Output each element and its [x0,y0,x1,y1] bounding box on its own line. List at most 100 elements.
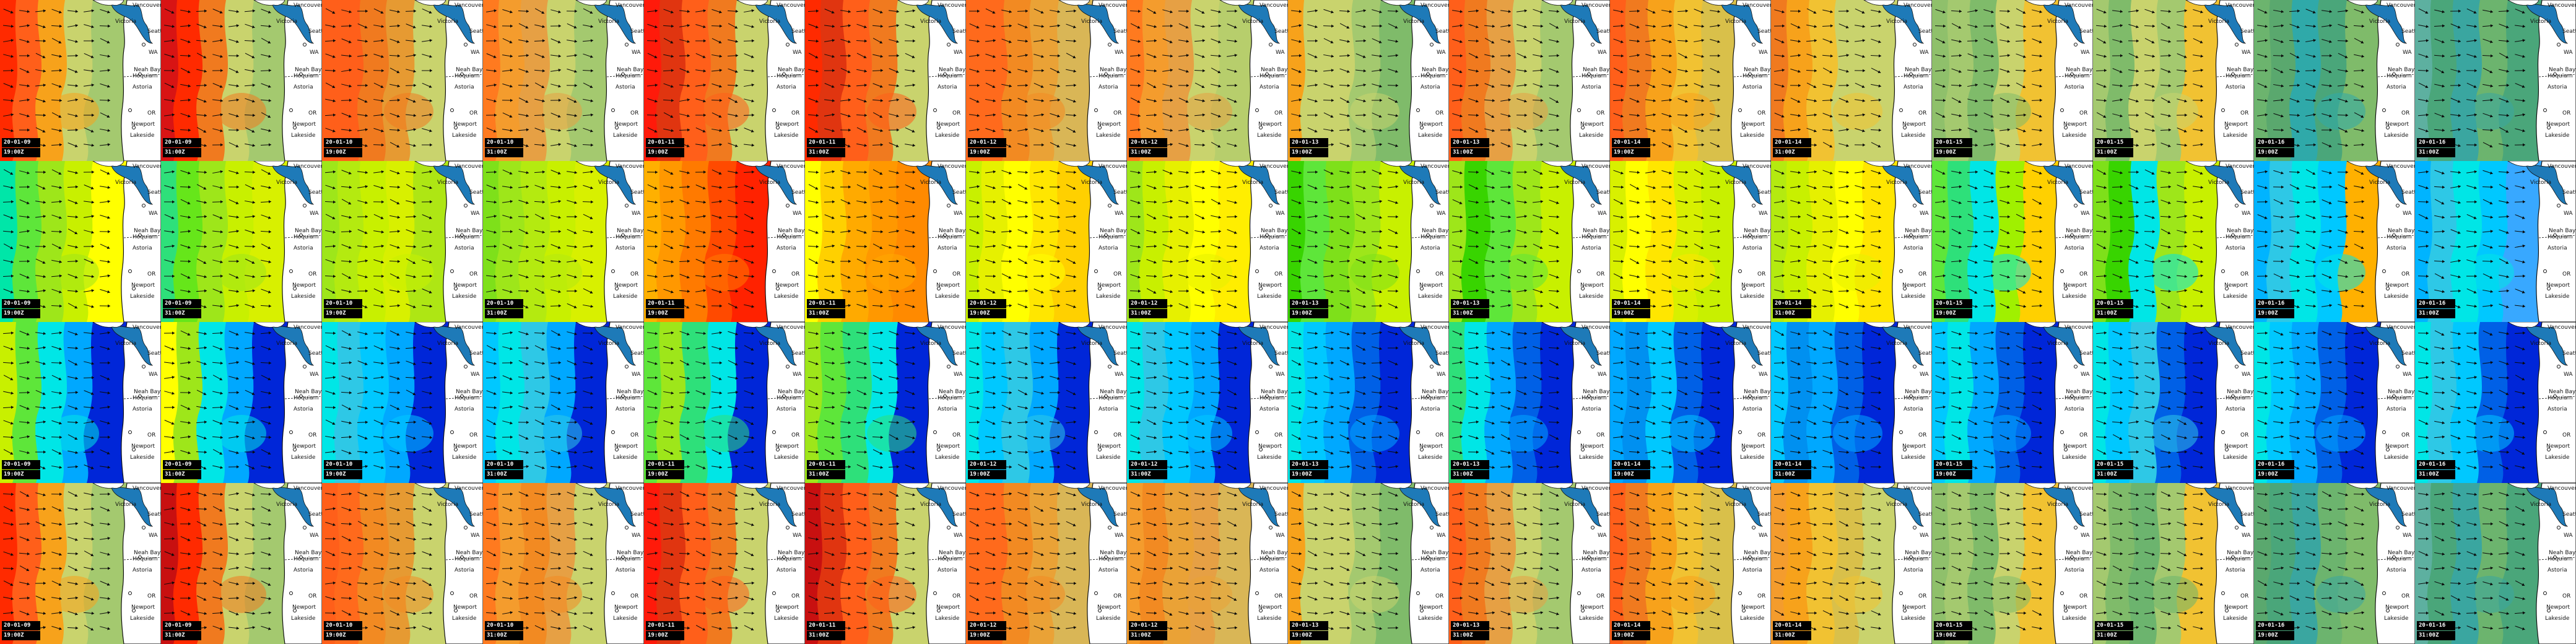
forecast-map-tile[interactable]: VancouverVictoriaSeattleWANeah BayHoquia… [1932,161,2093,322]
forecast-map-tile[interactable]: VancouverVictoriaSeattleWANeah BayHoquia… [2415,322,2576,483]
wind-arrow [1033,143,1044,147]
forecast-map-tile[interactable]: VancouverVictoriaSeattleWANeah BayHoquia… [1288,322,1449,483]
forecast-map-tile[interactable]: VancouverVictoriaSeattleWANeah BayHoquia… [1771,483,1932,644]
forecast-map-tile[interactable]: VancouverVictoriaSeattleWANeah BayHoquia… [322,0,483,161]
forecast-map-tile[interactable]: VancouverVictoriaSeattleWANeah BayHoquia… [1127,0,1288,161]
wind-arrow [856,170,868,174]
wind-arrow [502,54,513,58]
forecast-map-tile[interactable]: VancouverVictoriaSeattleWANeah BayHoquia… [0,0,161,161]
wind-arrow [261,112,271,118]
forecast-map-tile[interactable]: VancouverVictoriaSeattleWANeah BayHoquia… [1288,161,1449,322]
wind-arrow [2418,24,2429,28]
forecast-map-tile[interactable]: VancouverVictoriaSeattleWANeah BayHoquia… [1771,161,1932,322]
forecast-map-tile[interactable]: VancouverVictoriaSeattleWANeah BayHoquia… [1610,161,1771,322]
wind-arrow [1001,67,1012,74]
place-label-astoria: Astoria [1421,245,1440,251]
forecast-map-tile[interactable]: VancouverVictoriaSeattleWANeah BayHoquia… [483,161,644,322]
forecast-map-tile[interactable]: VancouverVictoriaSeattleWANeah BayHoquia… [1771,322,1932,483]
forecast-map-tile[interactable]: VancouverVictoriaSeattleWANeah BayHoquia… [322,483,483,644]
place-label-lakeside: Lakeside [613,133,638,139]
wind-arrow [389,128,401,132]
forecast-map-tile[interactable]: VancouverVictoriaSeattleWANeah BayHoquia… [805,322,966,483]
forecast-map-tile[interactable]: VancouverVictoriaSeattleWANeah BayHoquia… [161,322,322,483]
forecast-map-tile[interactable]: VancouverVictoriaSeattleWANeah BayHoquia… [161,0,322,161]
forecast-map-tile[interactable]: VancouverVictoriaSeattleWANeah BayHoquia… [1610,0,1771,161]
forecast-map-tile[interactable]: VancouverVictoriaSeattleWANeah BayHoquia… [2093,0,2254,161]
forecast-map-tile[interactable]: VancouverVictoriaSeattleWANeah BayHoquia… [1932,0,2093,161]
forecast-map-tile[interactable]: VancouverVictoriaSeattleWANeah BayHoquia… [1771,0,1932,161]
wind-arrow [180,170,191,175]
wind-arrow [679,274,690,279]
forecast-map-tile[interactable]: VancouverVictoriaSeattleWANeah BayHoquia… [805,0,966,161]
forecast-map-tile[interactable]: VancouverVictoriaSeattleWANeah BayHoquia… [0,161,161,322]
forecast-map-tile[interactable]: VancouverVictoriaSeattleWANeah BayHoquia… [2254,322,2415,483]
forecast-map-tile[interactable]: VancouverVictoriaSeattleWANeah BayHoquia… [966,161,1127,322]
forecast-map-tile[interactable]: VancouverVictoriaSeattleWANeah BayHoquia… [1449,0,1610,161]
wind-arrow [406,303,416,308]
place-label-hoquiam: Hoquiam [938,73,963,79]
forecast-map-tile[interactable]: VancouverVictoriaSeattleWANeah BayHoquia… [2415,161,2576,322]
forecast-map-tile[interactable]: VancouverVictoriaSeattleWANeah BayHoquia… [161,161,322,322]
wind-arrow [357,171,368,174]
wind-arrow [582,170,594,174]
forecast-map-tile[interactable]: VancouverVictoriaSeattleWANeah BayHoquia… [2254,161,2415,322]
wind-arrow [695,304,706,308]
wind-arrow [2177,128,2187,133]
forecast-map-tile[interactable]: VancouverVictoriaSeattleWANeah BayHoquia… [1288,483,1449,644]
forecast-map-tile[interactable]: VancouverVictoriaSeattleWANeah BayHoquia… [1449,322,1610,483]
forecast-map-tile[interactable]: VancouverVictoriaSeattleWANeah BayHoquia… [644,0,805,161]
forecast-map-tile[interactable]: VancouverVictoriaSeattleWANeah BayHoquia… [322,161,483,322]
wind-arrow [534,170,546,174]
wind-arrow [2466,143,2478,147]
forecast-map-tile[interactable]: VancouverVictoriaSeattleWANeah BayHoquia… [805,483,966,644]
place-label-lakeside: Lakeside [774,133,799,139]
forecast-map-tile[interactable]: VancouverVictoriaSeattleWANeah BayHoquia… [644,322,805,483]
tile-date-label: 20-01-11 [807,460,845,469]
wind-arrow [2466,82,2477,88]
wind-arrow [2193,54,2203,58]
forecast-map-tile[interactable]: VancouverVictoriaSeattleWANeah BayHoquia… [1127,322,1288,483]
forecast-map-tile[interactable]: VancouverVictoriaSeattleWANeah BayHoquia… [644,161,805,322]
wind-arrow [2450,84,2461,87]
forecast-map-tile[interactable]: VancouverVictoriaSeattleWANeah BayHoquia… [1610,322,1771,483]
wind-arrow [1227,40,1238,43]
place-label-neah: Neah Bay [1422,228,1449,234]
forecast-map-tile[interactable]: VancouverVictoriaSeattleWANeah BayHoquia… [0,322,161,483]
forecast-map-tile[interactable]: VancouverVictoriaSeattleWANeah BayHoquia… [1127,161,1288,322]
forecast-map-tile[interactable]: VancouverVictoriaSeattleWANeah BayHoquia… [2415,0,2576,161]
forecast-map-tile[interactable]: VancouverVictoriaSeattleWANeah BayHoquia… [1932,322,2093,483]
forecast-map-tile[interactable]: VancouverVictoriaSeattleWANeah BayHoquia… [1449,161,1610,322]
forecast-map-tile[interactable]: VancouverVictoriaSeattleWANeah BayHoquia… [2093,161,2254,322]
forecast-map-tile[interactable]: VancouverVictoriaSeattleWANeah BayHoquia… [966,322,1127,483]
wind-arrow [406,24,416,28]
forecast-map-tile[interactable]: VancouverVictoriaSeattleWANeah BayHoquia… [966,0,1127,161]
forecast-map-tile[interactable]: VancouverVictoriaSeattleWANeah BayHoquia… [1288,0,1449,161]
forecast-map-tile[interactable]: VancouverVictoriaSeattleWANeah BayHoquia… [644,483,805,644]
forecast-map-tile[interactable]: VancouverVictoriaSeattleWANeah BayHoquia… [483,0,644,161]
forecast-map-tile[interactable]: VancouverVictoriaSeattleWANeah BayHoquia… [0,483,161,644]
forecast-map-tile[interactable]: VancouverVictoriaSeattleWANeah BayHoquia… [966,483,1127,644]
wind-arrow [744,304,754,308]
place-label-or: OR [791,432,800,438]
place-label-or: OR [1918,271,1927,277]
wind-arrow [2305,54,2316,58]
forecast-map-tile[interactable]: VancouverVictoriaSeattleWANeah BayHoquia… [161,483,322,644]
place-label-newport: Newport [1097,282,1121,289]
wind-arrow [1871,9,1881,14]
forecast-map-tile[interactable]: VancouverVictoriaSeattleWANeah BayHoquia… [1127,483,1288,644]
wind-arrow [1645,69,1656,72]
forecast-map-tile[interactable]: VancouverVictoriaSeattleWANeah BayHoquia… [1610,483,1771,644]
forecast-map-tile[interactable]: VancouverVictoriaSeattleWANeah BayHoquia… [2254,0,2415,161]
wind-arrow [1452,98,1463,102]
forecast-map-tile[interactable]: VancouverVictoriaSeattleWANeah BayHoquia… [483,483,644,644]
forecast-map-tile[interactable]: VancouverVictoriaSeattleWANeah BayHoquia… [805,161,966,322]
forecast-map-tile[interactable]: VancouverVictoriaSeattleWANeah BayHoquia… [322,322,483,483]
wind-arrow [985,53,996,58]
place-label-vancouver: Vancouver [455,2,483,9]
forecast-map-tile[interactable]: VancouverVictoriaSeattleWANeah BayHoquia… [2093,322,2254,483]
forecast-map-tile[interactable]: VancouverVictoriaSeattleWANeah BayHoquia… [483,322,644,483]
wind-arrow [905,98,915,103]
wind-arrow [212,25,224,28]
wind-arrow [212,38,223,42]
forecast-map-tile[interactable]: VancouverVictoriaSeattleWANeah BayHoquia… [1449,483,1610,644]
